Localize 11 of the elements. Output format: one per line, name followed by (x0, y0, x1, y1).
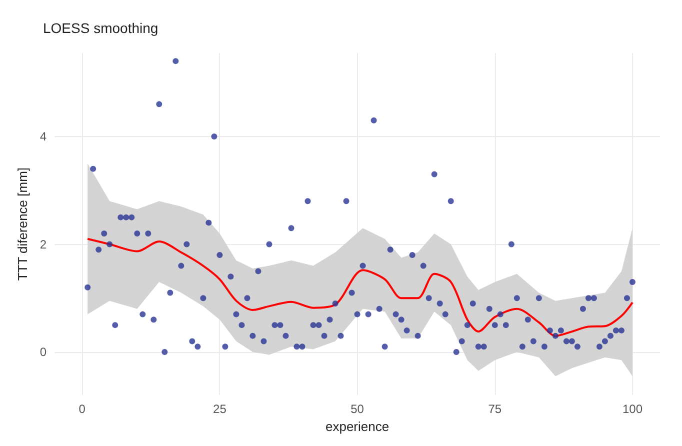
x-tick-label: 25 (213, 402, 227, 416)
x-axis-title: experience (325, 419, 390, 434)
x-tick-label: 100 (622, 402, 643, 416)
x-tick-label: 0 (78, 402, 86, 416)
x-tick-label: 75 (488, 402, 502, 416)
x-tick-label: 50 (350, 402, 364, 416)
y-tick-label: 0 (40, 345, 47, 359)
y-tick-label: 2 (40, 237, 47, 252)
y-axis-title: TTT diference [mm] (15, 167, 30, 281)
chart-title: LOESS smoothing (43, 20, 158, 36)
y-tick-label: 4 (40, 130, 47, 144)
